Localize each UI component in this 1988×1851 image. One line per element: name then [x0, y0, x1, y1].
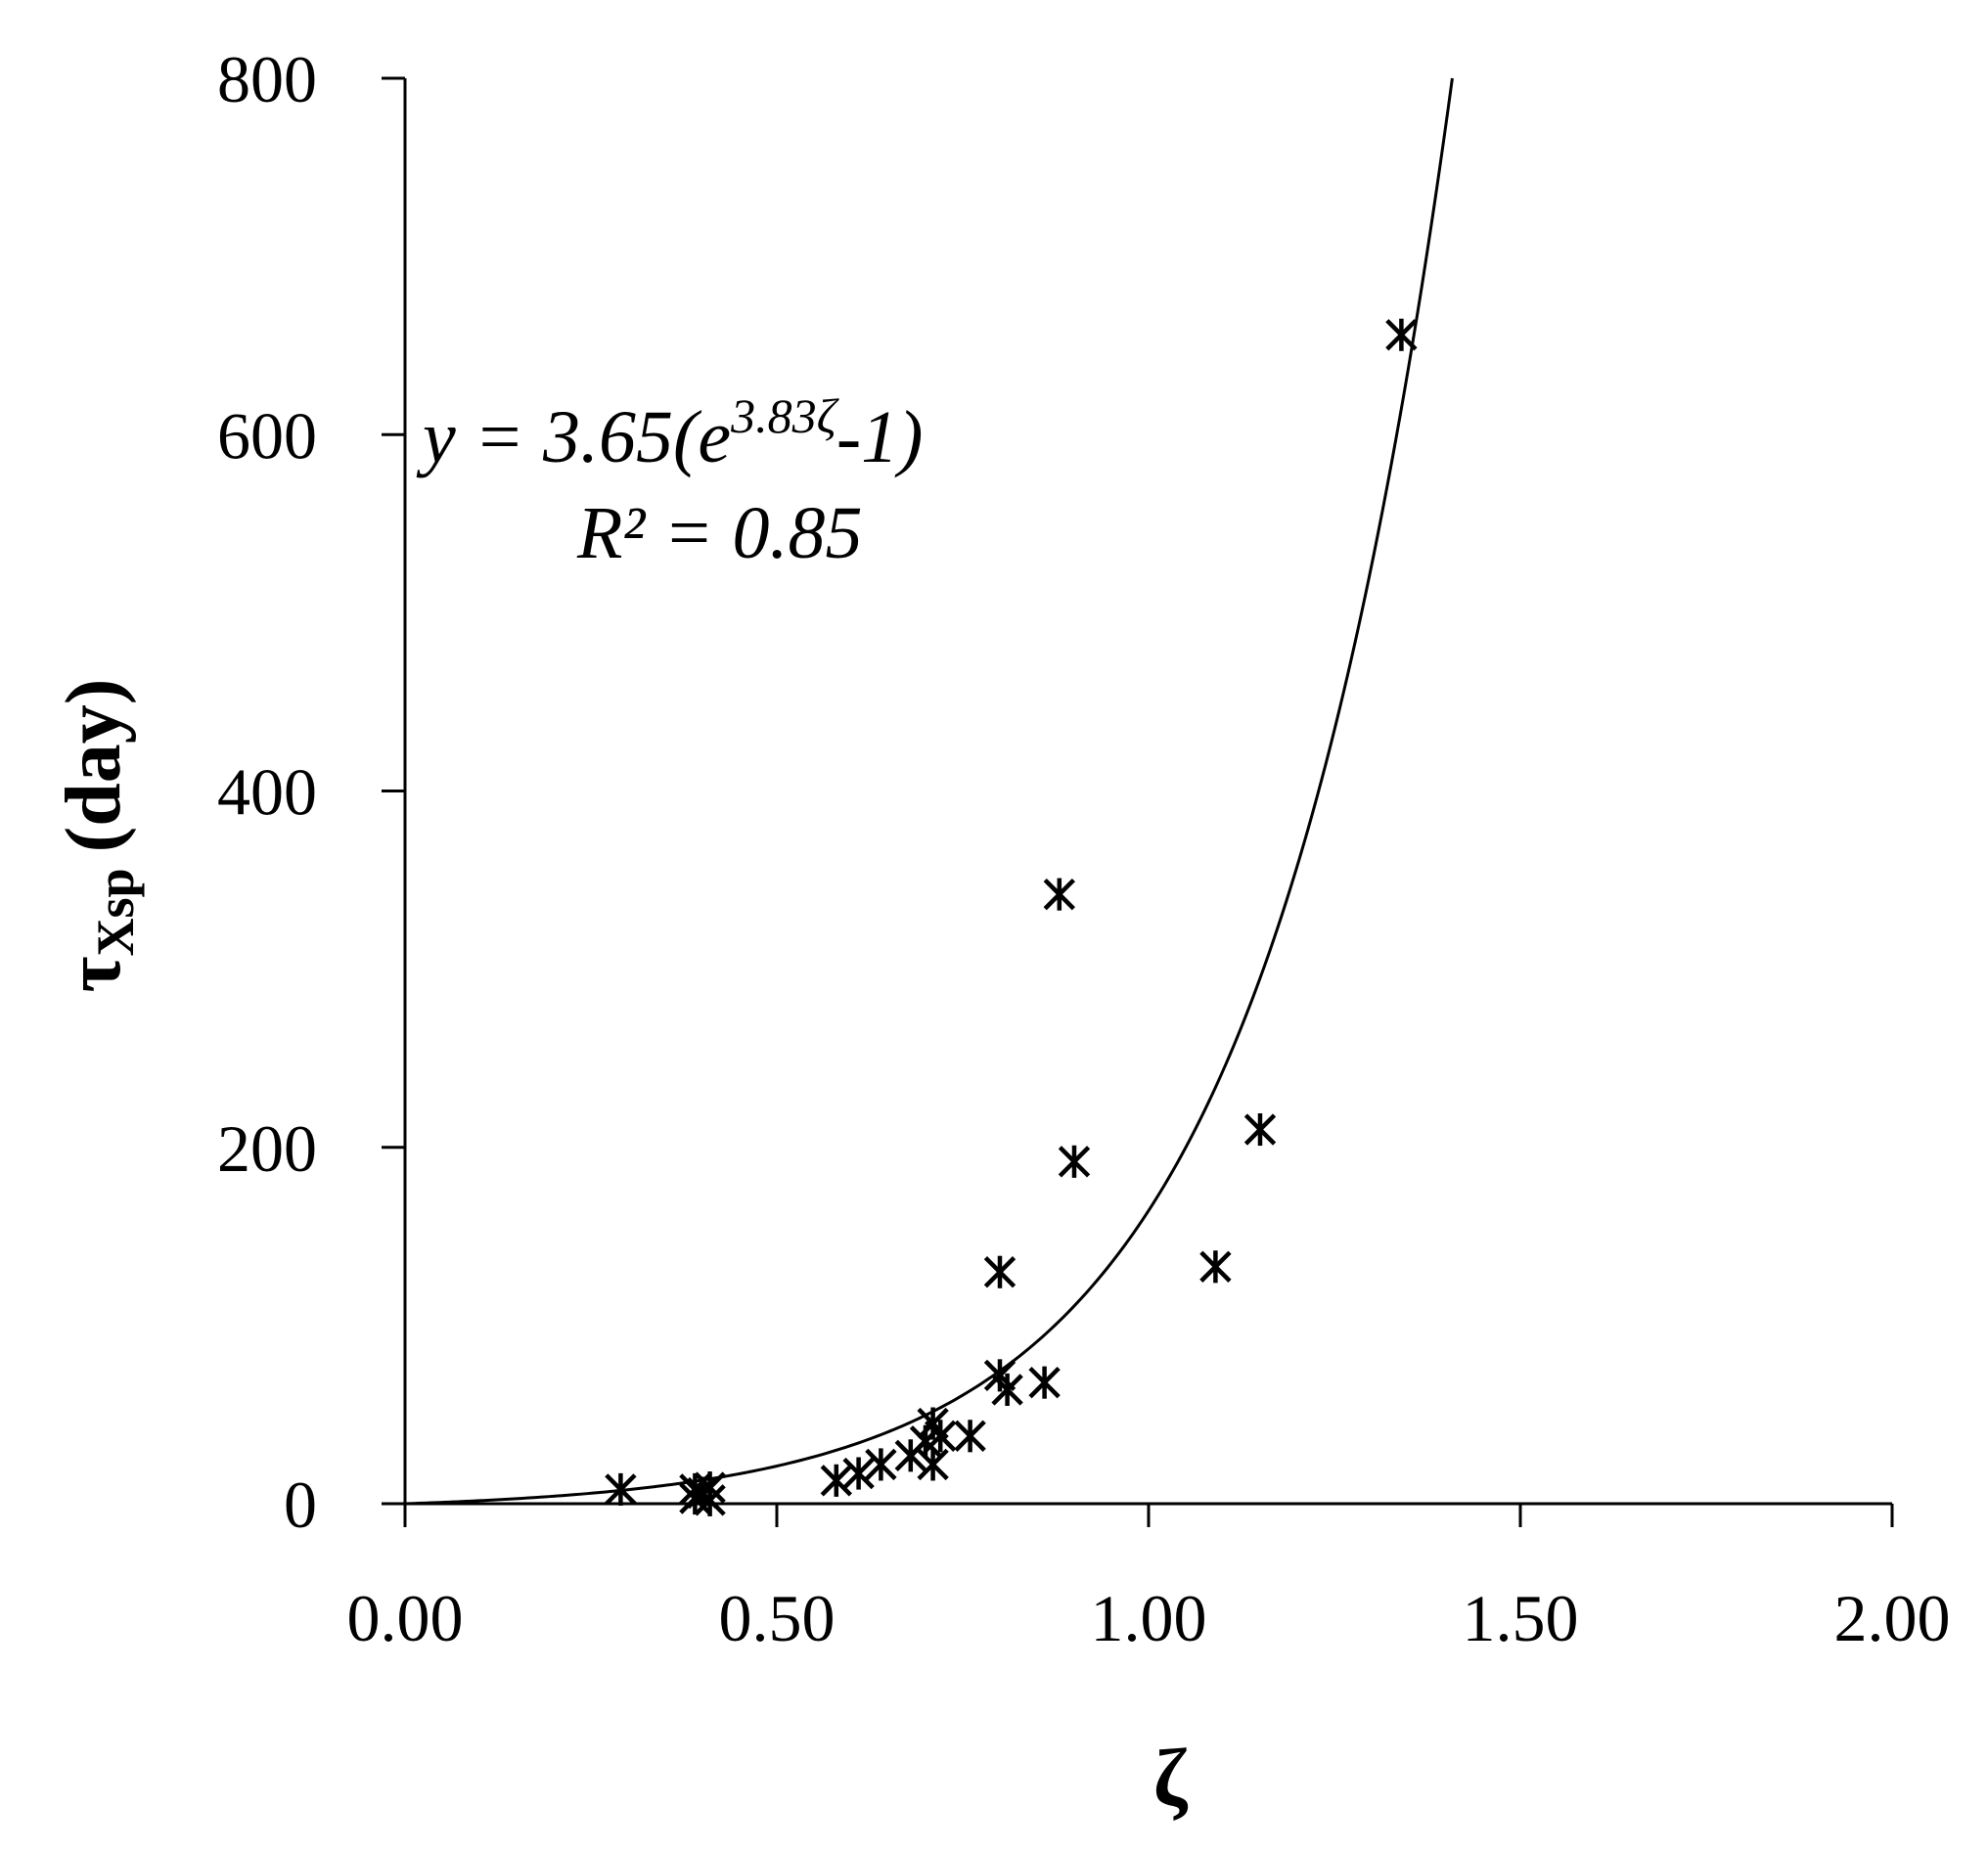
x-tick-label: 0.00	[347, 1581, 464, 1655]
data-point	[917, 1448, 949, 1481]
data-point	[842, 1457, 875, 1490]
tick-labels: 0 200 400 600 800 0.00 0.50 1.00 1.50 2.00	[217, 42, 1951, 1655]
data-point	[1028, 1366, 1061, 1399]
fit-equation-prefix: y = 3.65(e	[416, 396, 731, 478]
data-point	[983, 1255, 1017, 1288]
data-point	[991, 1373, 1023, 1406]
fit-equation-exponent: 3.83ζ	[730, 388, 840, 443]
x-tick-label: 2.00	[1834, 1581, 1951, 1655]
data-point	[865, 1448, 897, 1481]
data-point	[954, 1420, 986, 1453]
data-point	[694, 1483, 726, 1516]
r-squared-label: R² = 0.85	[576, 492, 863, 574]
y-axis-subscript: Xsp	[86, 868, 145, 956]
y-axis-title: τXsp (day)	[51, 679, 145, 993]
y-tick-label: 800	[217, 42, 317, 116]
x-tick-label: 1.50	[1463, 1581, 1579, 1655]
y-tick-label: 600	[217, 398, 317, 473]
data-point	[820, 1464, 852, 1497]
data-point	[1385, 318, 1418, 351]
y-tick-label: 200	[217, 1111, 317, 1186]
x-axis-title: ζ	[1153, 1733, 1189, 1824]
x-tick-label: 0.50	[719, 1581, 836, 1655]
data-point	[605, 1472, 637, 1506]
data-point	[1243, 1112, 1277, 1147]
data-points	[605, 318, 1418, 1516]
y-axis-symbol: τ	[51, 956, 137, 992]
axes	[382, 76, 1894, 1527]
y-tick-label: 400	[217, 755, 317, 830]
fit-curve	[404, 77, 1454, 1506]
data-point	[1199, 1250, 1232, 1284]
data-point	[1058, 1145, 1091, 1178]
data-point	[925, 1420, 957, 1453]
fit-curve-layer	[404, 77, 1454, 1506]
x-tick-label: 1.00	[1091, 1581, 1207, 1655]
fit-equation: y = 3.65(e3.83ζ-1)	[416, 388, 923, 478]
fit-equation-suffix: -1)	[836, 396, 924, 478]
y-tick-label: 0	[284, 1467, 317, 1542]
y-axis-unit: (day)	[51, 679, 137, 853]
data-point	[1043, 878, 1075, 911]
